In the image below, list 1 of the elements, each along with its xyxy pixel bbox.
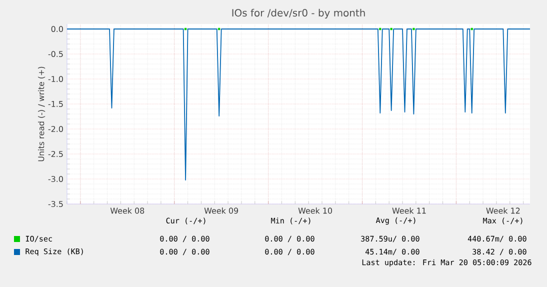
chart-title: IOs for /dev/sr0 - by month [232, 8, 365, 19]
